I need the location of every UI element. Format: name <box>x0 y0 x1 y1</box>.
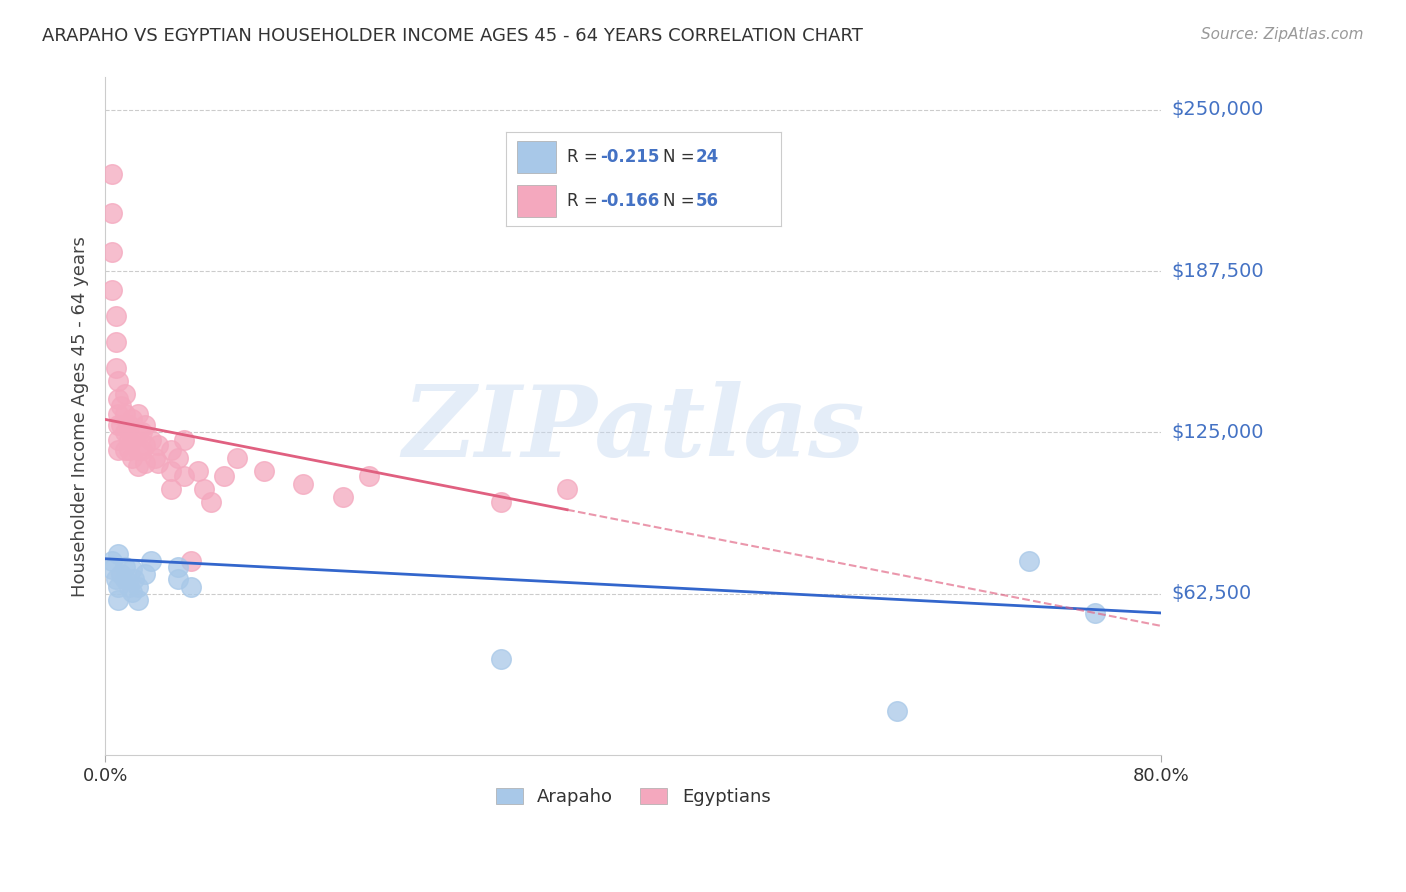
Point <box>127 593 149 607</box>
Text: ARAPAHO VS EGYPTIAN HOUSEHOLDER INCOME AGES 45 - 64 YEARS CORRELATION CHART: ARAPAHO VS EGYPTIAN HOUSEHOLDER INCOME A… <box>42 27 863 45</box>
Point <box>292 477 315 491</box>
Point <box>146 456 169 470</box>
Point <box>160 464 183 478</box>
Point <box>252 464 274 478</box>
Point <box>141 554 163 568</box>
Point <box>141 433 163 447</box>
Point <box>146 438 169 452</box>
Text: Source: ZipAtlas.com: Source: ZipAtlas.com <box>1201 27 1364 42</box>
Text: $125,000: $125,000 <box>1171 423 1264 442</box>
Point <box>180 580 202 594</box>
Point <box>107 593 129 607</box>
Y-axis label: Householder Income Ages 45 - 64 years: Householder Income Ages 45 - 64 years <box>72 235 89 597</box>
Point <box>107 392 129 406</box>
Point <box>110 567 132 582</box>
Point <box>114 425 136 440</box>
Point <box>121 451 143 466</box>
Point <box>127 458 149 473</box>
Point <box>122 573 145 587</box>
Point <box>359 469 381 483</box>
Point <box>193 482 215 496</box>
Text: $62,500: $62,500 <box>1171 584 1251 603</box>
Point <box>127 425 149 440</box>
Point <box>166 559 188 574</box>
Point <box>101 244 124 259</box>
Text: $250,000: $250,000 <box>1171 100 1264 120</box>
Point <box>127 407 149 421</box>
Point <box>1084 606 1107 620</box>
Point <box>104 334 127 349</box>
Point <box>166 573 188 587</box>
Point <box>101 206 124 220</box>
Point <box>114 407 136 421</box>
Point <box>212 469 235 483</box>
Point <box>1018 554 1040 568</box>
Point <box>101 562 124 576</box>
Point <box>107 417 129 432</box>
Point <box>101 167 124 181</box>
Point <box>226 451 249 466</box>
Point <box>127 580 149 594</box>
Point <box>134 417 156 432</box>
Point <box>101 554 124 568</box>
Point <box>121 585 143 599</box>
Point <box>114 443 136 458</box>
Point <box>555 482 578 496</box>
Point <box>489 495 512 509</box>
Point <box>107 547 129 561</box>
Point <box>101 284 124 298</box>
Point <box>104 360 127 375</box>
Point <box>107 374 129 388</box>
Point <box>127 443 149 458</box>
Point <box>187 464 209 478</box>
Point <box>332 490 354 504</box>
Point <box>107 443 129 458</box>
Point <box>134 456 156 470</box>
Point <box>104 573 127 587</box>
Point <box>131 425 153 440</box>
Point <box>110 400 132 414</box>
Point <box>173 433 195 447</box>
Point <box>118 417 141 432</box>
Point <box>143 451 166 466</box>
Point <box>166 451 188 466</box>
Point <box>134 438 156 452</box>
Point <box>121 433 143 447</box>
Point <box>114 573 136 587</box>
Point <box>104 309 127 323</box>
Point <box>134 567 156 582</box>
Point <box>118 580 141 594</box>
Legend: Arapaho, Egyptians: Arapaho, Egyptians <box>488 780 778 814</box>
Point <box>118 443 141 458</box>
Text: $187,500: $187,500 <box>1171 261 1264 280</box>
Point <box>131 443 153 458</box>
Point <box>107 407 129 421</box>
Text: ZIPatlas: ZIPatlas <box>402 382 865 478</box>
Point <box>121 412 143 426</box>
Point <box>200 495 222 509</box>
Point <box>114 386 136 401</box>
Point <box>173 469 195 483</box>
Point <box>121 562 143 576</box>
Point <box>107 580 129 594</box>
Point <box>160 443 183 458</box>
Point <box>160 482 183 496</box>
Point <box>180 554 202 568</box>
Point <box>107 433 129 447</box>
Point <box>110 417 132 432</box>
Point <box>114 559 136 574</box>
Point <box>886 704 908 718</box>
Point <box>489 652 512 666</box>
Point <box>118 433 141 447</box>
